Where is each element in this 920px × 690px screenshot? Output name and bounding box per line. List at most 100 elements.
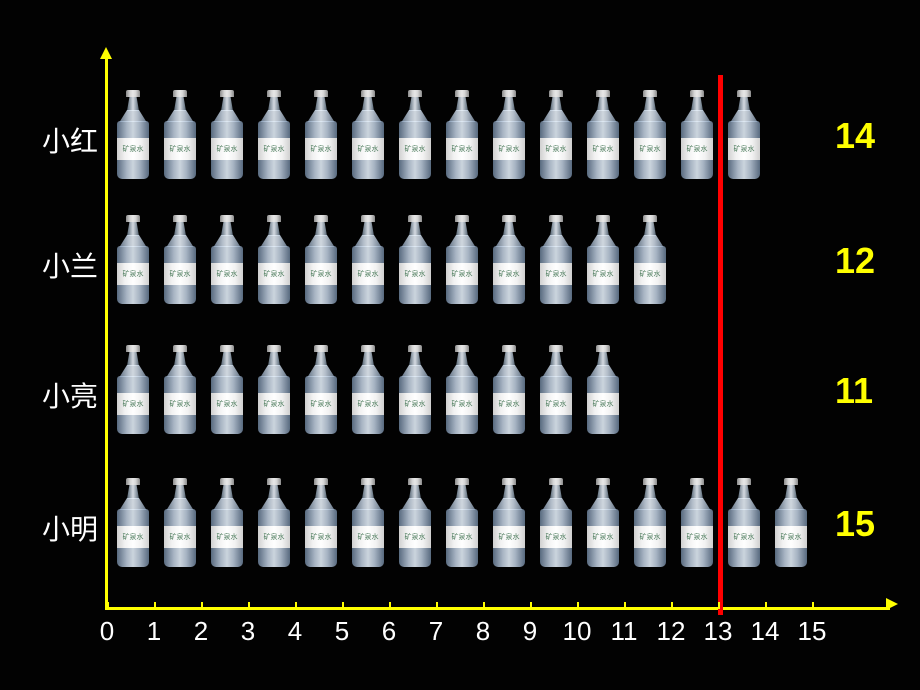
bottle-icon: 矿泉水 <box>298 345 344 435</box>
bottle-icon: 矿泉水 <box>533 90 579 180</box>
bottle-icon: 矿泉水 <box>345 90 391 180</box>
bottle-icon: 矿泉水 <box>768 478 814 568</box>
bottle-icon: 矿泉水 <box>486 90 532 180</box>
x-axis-tick-label: 2 <box>194 616 208 647</box>
bottle-icon: 矿泉水 <box>204 345 250 435</box>
bottle-icon: 矿泉水 <box>627 215 673 305</box>
bottle-icon: 矿泉水 <box>674 478 720 568</box>
x-axis-tick <box>107 602 109 609</box>
x-axis-tick-label: 12 <box>657 616 686 647</box>
bottle-icon: 矿泉水 <box>204 215 250 305</box>
bottle-icon: 矿泉水 <box>392 90 438 180</box>
bottle-icon: 矿泉水 <box>251 345 297 435</box>
bottle-icon: 矿泉水 <box>157 215 203 305</box>
x-axis-tick-label: 8 <box>476 616 490 647</box>
chart-row: 小兰矿泉水矿泉水矿泉水矿泉水矿泉水矿泉水矿泉水矿泉水矿泉水矿泉水矿泉水矿泉水12 <box>110 210 674 305</box>
bottle-icon: 矿泉水 <box>392 215 438 305</box>
pictogram-chart: 小红矿泉水矿泉水矿泉水矿泉水矿泉水矿泉水矿泉水矿泉水矿泉水矿泉水矿泉水矿泉水矿泉… <box>105 55 890 615</box>
bottle-icon: 矿泉水 <box>110 215 156 305</box>
row-category-label: 小红 <box>42 120 98 160</box>
row-value-label: 14 <box>835 115 875 157</box>
bottle-icon: 矿泉水 <box>298 478 344 568</box>
x-axis-tick-label: 14 <box>751 616 780 647</box>
bottle-icon: 矿泉水 <box>439 90 485 180</box>
y-axis <box>105 55 108 610</box>
bottle-icon: 矿泉水 <box>392 345 438 435</box>
bottle-icon: 矿泉水 <box>392 478 438 568</box>
chart-row: 小明矿泉水矿泉水矿泉水矿泉水矿泉水矿泉水矿泉水矿泉水矿泉水矿泉水矿泉水矿泉水矿泉… <box>110 473 815 568</box>
x-axis-tick-label: 4 <box>288 616 302 647</box>
bottle-icon: 矿泉水 <box>580 345 626 435</box>
x-axis-tick <box>671 602 673 609</box>
x-axis-tick-label: 0 <box>100 616 114 647</box>
bottle-icon: 矿泉水 <box>580 90 626 180</box>
bottle-icon: 矿泉水 <box>533 478 579 568</box>
x-axis-tick-label: 6 <box>382 616 396 647</box>
bottle-icon: 矿泉水 <box>157 90 203 180</box>
row-value-label: 12 <box>835 240 875 282</box>
x-axis-tick <box>248 602 250 609</box>
x-axis-tick <box>201 602 203 609</box>
bottle-icon: 矿泉水 <box>110 478 156 568</box>
bottle-icon: 矿泉水 <box>204 90 250 180</box>
x-axis-tick <box>342 602 344 609</box>
bottle-icon: 矿泉水 <box>721 478 767 568</box>
row-category-label: 小亮 <box>42 375 98 415</box>
bottle-icon: 矿泉水 <box>486 215 532 305</box>
bottle-icon: 矿泉水 <box>674 90 720 180</box>
reference-line <box>718 75 723 615</box>
y-axis-arrowhead <box>100 47 112 59</box>
x-axis-tick <box>295 602 297 609</box>
bottle-icon: 矿泉水 <box>298 215 344 305</box>
x-axis-tick <box>624 602 626 609</box>
bottle-icon: 矿泉水 <box>580 478 626 568</box>
x-axis-tick <box>154 602 156 609</box>
x-axis-tick <box>436 602 438 609</box>
x-axis-tick-label: 13 <box>704 616 733 647</box>
bottle-icon: 矿泉水 <box>110 90 156 180</box>
x-axis-tick-label: 10 <box>563 616 592 647</box>
bottle-icon: 矿泉水 <box>251 478 297 568</box>
bottle-icon: 矿泉水 <box>627 90 673 180</box>
x-axis-tick <box>718 602 720 609</box>
bottle-icon: 矿泉水 <box>345 345 391 435</box>
bottle-icon: 矿泉水 <box>439 215 485 305</box>
bottle-icon: 矿泉水 <box>580 215 626 305</box>
x-axis-tick <box>812 602 814 609</box>
bottle-icon: 矿泉水 <box>204 478 250 568</box>
bottle-icon: 矿泉水 <box>721 90 767 180</box>
x-axis-tick <box>577 602 579 609</box>
bottle-icon: 矿泉水 <box>533 345 579 435</box>
row-value-label: 15 <box>835 503 875 545</box>
chart-row: 小亮矿泉水矿泉水矿泉水矿泉水矿泉水矿泉水矿泉水矿泉水矿泉水矿泉水矿泉水11 <box>110 340 627 435</box>
x-axis-tick-label: 3 <box>241 616 255 647</box>
x-axis-tick <box>530 602 532 609</box>
bottle-icon: 矿泉水 <box>439 478 485 568</box>
x-axis-tick-label: 7 <box>429 616 443 647</box>
x-axis-arrowhead <box>886 598 898 610</box>
bottle-icon: 矿泉水 <box>439 345 485 435</box>
row-category-label: 小明 <box>42 508 98 548</box>
row-category-label: 小兰 <box>42 245 98 285</box>
x-axis-tick-label: 15 <box>798 616 827 647</box>
bottle-icon: 矿泉水 <box>486 345 532 435</box>
bottle-icon: 矿泉水 <box>486 478 532 568</box>
x-axis-tick-label: 5 <box>335 616 349 647</box>
bottle-icon: 矿泉水 <box>110 345 156 435</box>
bottle-icon: 矿泉水 <box>345 215 391 305</box>
x-axis-tick <box>483 602 485 609</box>
x-axis-tick-label: 1 <box>147 616 161 647</box>
x-axis-tick-label: 9 <box>523 616 537 647</box>
x-axis-tick <box>389 602 391 609</box>
bottle-icon: 矿泉水 <box>298 90 344 180</box>
bottle-icon: 矿泉水 <box>627 478 673 568</box>
bottle-icon: 矿泉水 <box>157 478 203 568</box>
x-axis-tick <box>765 602 767 609</box>
bottle-icon: 矿泉水 <box>533 215 579 305</box>
x-axis <box>105 607 890 610</box>
bottle-icon: 矿泉水 <box>157 345 203 435</box>
chart-row: 小红矿泉水矿泉水矿泉水矿泉水矿泉水矿泉水矿泉水矿泉水矿泉水矿泉水矿泉水矿泉水矿泉… <box>110 85 768 180</box>
bottle-icon: 矿泉水 <box>251 215 297 305</box>
x-axis-tick-label: 11 <box>611 616 638 647</box>
bottle-icon: 矿泉水 <box>251 90 297 180</box>
